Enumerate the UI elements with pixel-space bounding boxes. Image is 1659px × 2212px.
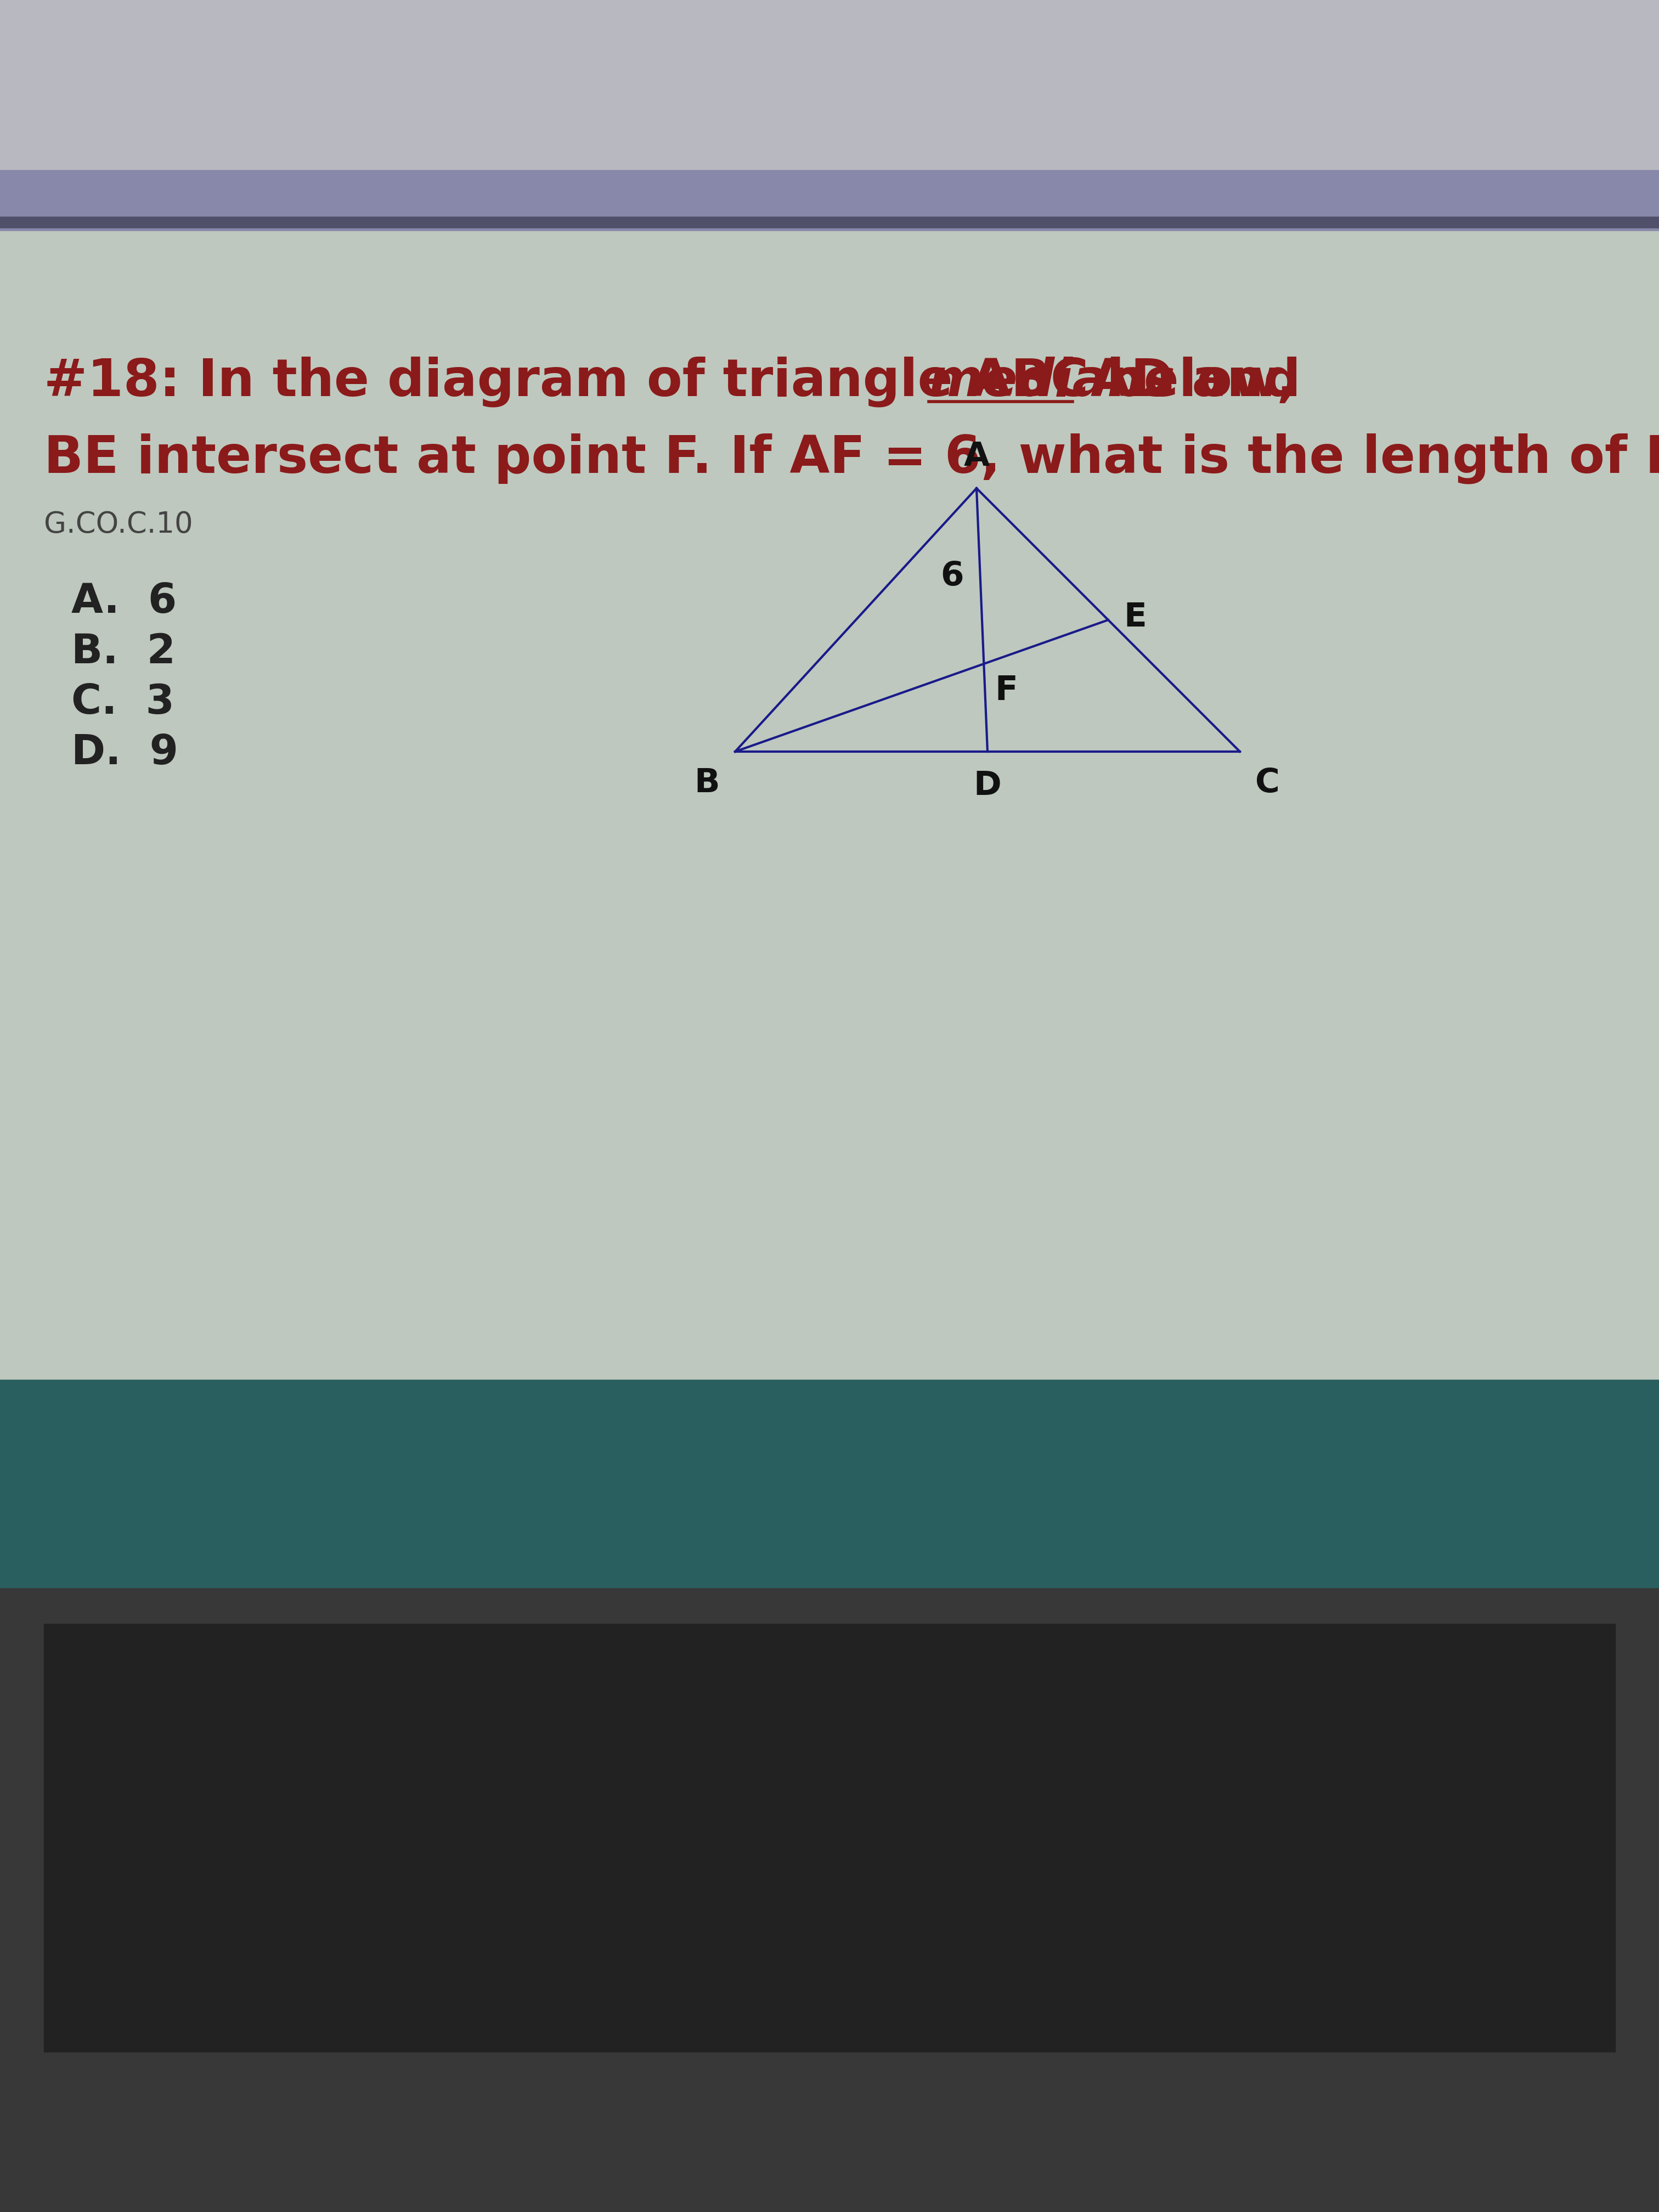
Text: B: B: [693, 768, 720, 799]
Text: medians: medians: [929, 356, 1175, 407]
Text: C.  3: C. 3: [71, 684, 174, 723]
Text: F: F: [995, 675, 1017, 708]
Bar: [0, 1380, 1659, 1588]
Bar: [0, 0, 1659, 170]
Bar: [0, 1588, 1659, 2212]
Text: C: C: [1256, 768, 1279, 799]
Text: #18: In the diagram of triangle ABC below,: #18: In the diagram of triangle ABC belo…: [43, 356, 1314, 407]
Bar: [43, 1624, 1616, 2053]
Bar: [0, 170, 1659, 230]
Text: 6: 6: [941, 560, 964, 593]
Text: D: D: [974, 770, 1002, 803]
Text: A: A: [964, 440, 989, 473]
Text: D.  9: D. 9: [71, 732, 178, 772]
Text: A.  6: A. 6: [71, 582, 178, 622]
Text: E: E: [1123, 602, 1146, 633]
Text: G.CO.C.10: G.CO.C.10: [43, 511, 192, 540]
Bar: [0, 217, 1659, 228]
Text: AD and: AD and: [1072, 356, 1301, 407]
Bar: [0, 228, 1659, 1380]
Text: B.  2: B. 2: [71, 633, 176, 672]
Text: BE intersect at point F. If AF = 6, what is the length of FD?: BE intersect at point F. If AF = 6, what…: [43, 434, 1659, 484]
